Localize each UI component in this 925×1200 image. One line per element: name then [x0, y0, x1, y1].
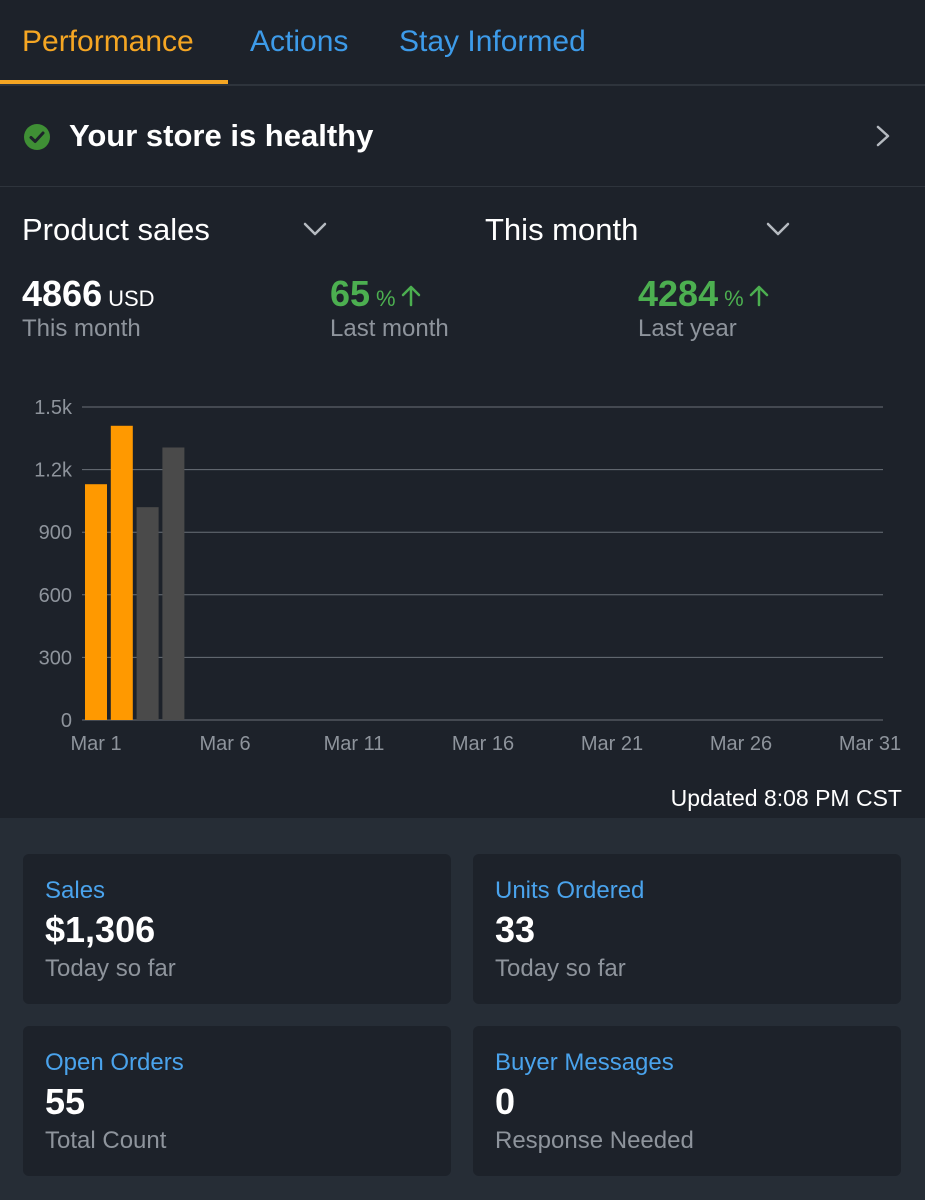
x-tick-label: Mar 26 [710, 733, 772, 755]
buyer-messages-card-title: Buyer Messages [495, 1049, 674, 1076]
bar [162, 447, 185, 720]
buyer-messages-card-subtitle: Response Needed [495, 1127, 694, 1154]
last-year-unit: % [724, 286, 744, 311]
current-sales-number: 4866 [22, 273, 103, 314]
y-tick-label: 900 [39, 522, 72, 544]
chevron-down-icon[interactable] [766, 220, 790, 238]
tab-stay-informed[interactable]: Stay Informed [399, 25, 586, 58]
y-tick-label: 0 [61, 710, 72, 732]
updated-timestamp: Updated 8:08 PM CST [670, 785, 902, 811]
sales-card-value: $1,306 [45, 909, 156, 950]
last-year-number: 4284 [638, 273, 719, 314]
x-tick-label: Mar 11 [324, 733, 385, 755]
x-tick-label: Mar 21 [581, 733, 643, 755]
y-tick-label: 300 [39, 647, 72, 669]
current-sales-unit: USD [108, 286, 155, 311]
store-health-row[interactable]: Your store is healthy [0, 86, 925, 187]
x-tick-label: Mar 16 [452, 733, 514, 755]
store-health-text: Your store is healthy [69, 118, 374, 153]
sales-card-title: Sales [45, 877, 106, 904]
chevron-right-icon [876, 125, 890, 147]
last-month-number: 65 [330, 273, 371, 314]
arrow-up-icon [401, 285, 420, 307]
top-tab-bar: Performance Actions Stay Informed [0, 0, 925, 86]
open-orders-card-subtitle: Total Count [45, 1127, 167, 1154]
y-tick-label: 1.2k [34, 460, 73, 482]
last-month-change: 65% [330, 274, 422, 319]
last-month-unit: % [376, 286, 396, 311]
period-selector[interactable]: This month [485, 212, 639, 247]
x-tick-label: Mar 6 [199, 733, 250, 755]
current-sales-label: This month [22, 315, 141, 342]
buyer-messages-card[interactable]: Buyer Messages 0 Response Needed [473, 1026, 901, 1176]
open-orders-card-title: Open Orders [45, 1049, 184, 1076]
y-tick-label: 1.5k [34, 397, 73, 419]
bar [85, 484, 107, 720]
sales-card[interactable]: Sales $1,306 Today so far [23, 854, 451, 1004]
sales-card-subtitle: Today so far [45, 955, 176, 982]
last-year-label: Last year [638, 315, 737, 342]
x-tick-label: Mar 1 [70, 733, 121, 755]
y-tick-label: 600 [39, 585, 72, 607]
last-month-label: Last month [330, 315, 449, 342]
tab-actions[interactable]: Actions [250, 25, 349, 58]
bar [136, 507, 159, 720]
units-ordered-card-subtitle: Today so far [495, 955, 626, 982]
summary-cards-section: Sales $1,306 Today so far Units Ordered … [0, 818, 925, 1200]
units-ordered-card[interactable]: Units Ordered 33 Today so far [473, 854, 901, 1004]
current-sales-value: 4866 USD [22, 274, 155, 319]
last-year-change: 4284% [638, 274, 770, 319]
buyer-messages-card-value: 0 [495, 1081, 516, 1122]
tab-performance[interactable]: Performance [22, 25, 194, 58]
active-tab-indicator [0, 80, 228, 84]
chevron-down-icon[interactable] [303, 220, 327, 238]
units-ordered-card-value: 33 [495, 909, 536, 950]
arrow-up-icon [749, 285, 768, 307]
metric-selector[interactable]: Product sales [22, 212, 210, 247]
open-orders-card[interactable]: Open Orders 55 Total Count [23, 1026, 451, 1176]
check-circle-icon [24, 124, 50, 150]
units-ordered-card-title: Units Ordered [495, 877, 645, 904]
open-orders-card-value: 55 [45, 1081, 86, 1122]
x-tick-label: Mar 31 [839, 733, 901, 755]
bar [110, 425, 133, 720]
